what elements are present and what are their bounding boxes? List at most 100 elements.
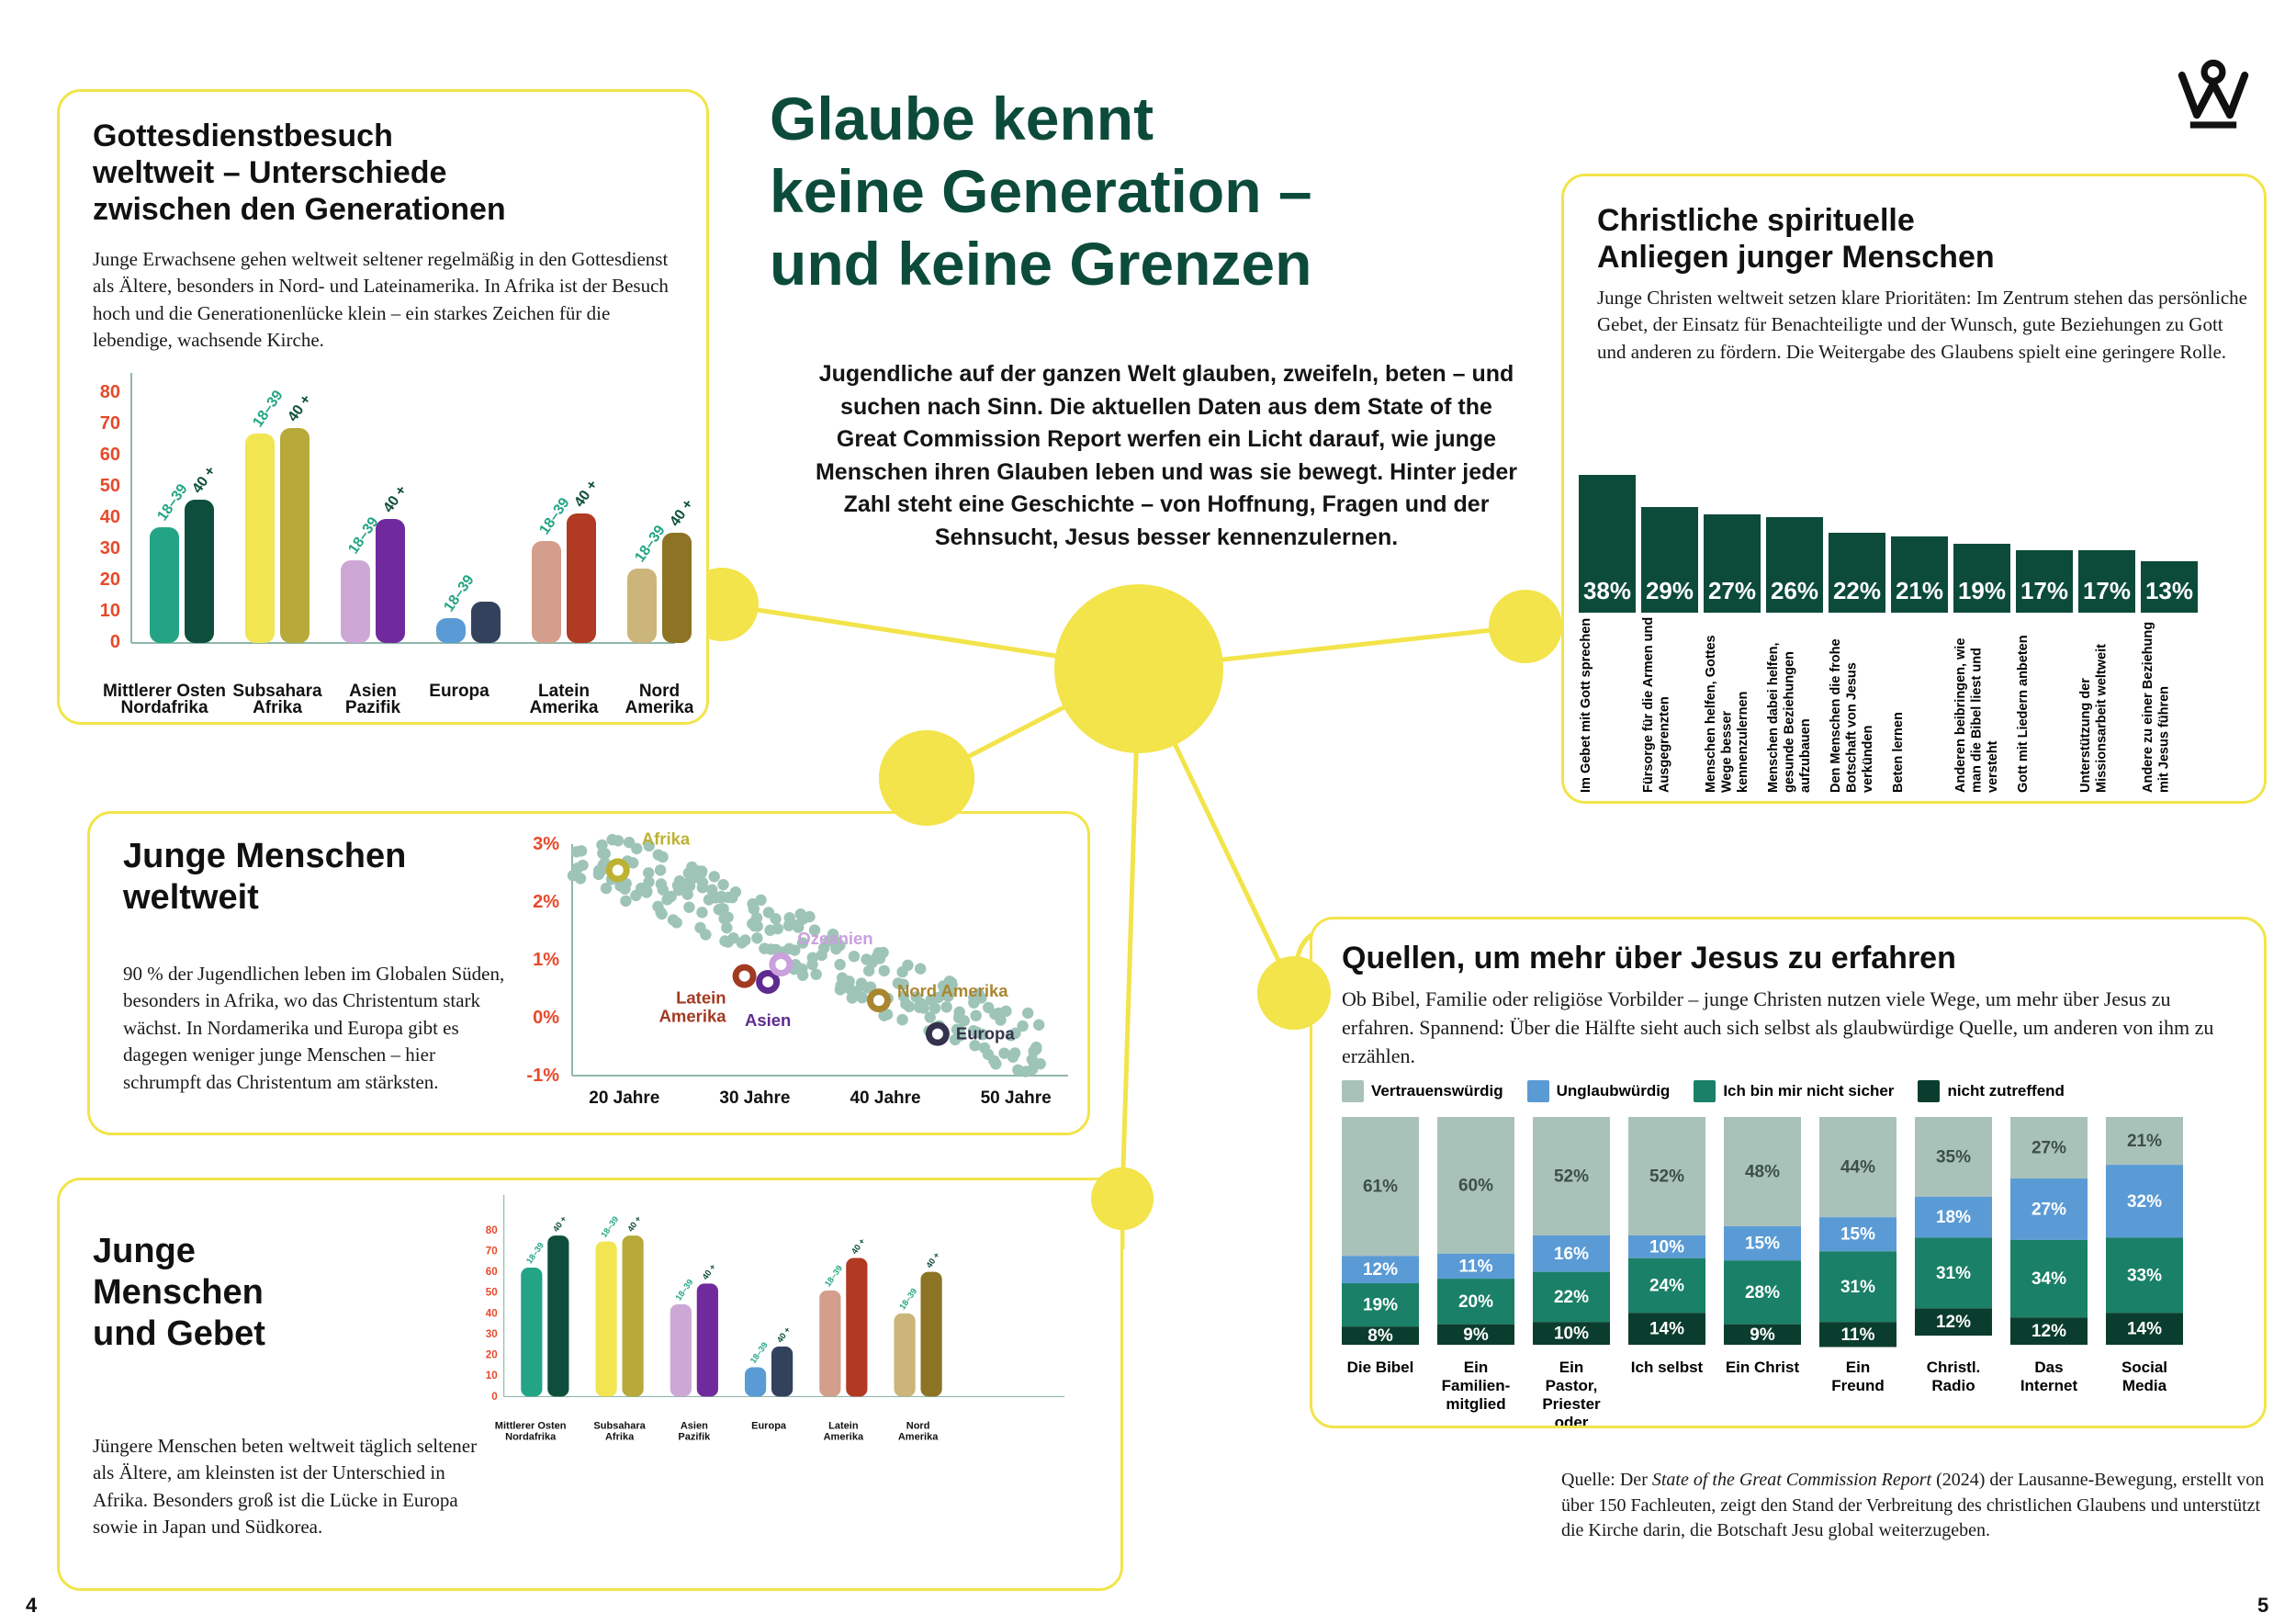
svg-text:21%: 21% bbox=[1896, 577, 1943, 604]
svg-text:34%: 34% bbox=[2032, 1269, 2066, 1289]
svg-text:20 Jahre: 20 Jahre bbox=[589, 1088, 659, 1108]
svg-text:60%: 60% bbox=[1458, 1176, 1493, 1195]
svg-text:40 +: 40 + bbox=[850, 1236, 867, 1256]
svg-text:10%: 10% bbox=[1649, 1237, 1684, 1257]
svg-text:Afrika: Afrika bbox=[605, 1431, 635, 1442]
svg-text:29%: 29% bbox=[1646, 577, 1694, 604]
svg-text:Amerika: Amerika bbox=[824, 1431, 864, 1442]
svg-text:0: 0 bbox=[491, 1391, 497, 1403]
svg-text:Pazifik: Pazifik bbox=[678, 1431, 711, 1442]
svg-text:44%: 44% bbox=[1840, 1158, 1875, 1178]
svg-text:40 +: 40 + bbox=[571, 478, 601, 511]
svg-text:70: 70 bbox=[100, 413, 120, 434]
svg-text:20: 20 bbox=[100, 570, 120, 590]
svg-text:18–39: 18–39 bbox=[250, 388, 287, 430]
svg-text:Latein: Latein bbox=[828, 1421, 859, 1432]
svg-text:0: 0 bbox=[110, 632, 120, 652]
svg-text:-1%: -1% bbox=[526, 1066, 559, 1086]
svg-text:48%: 48% bbox=[1745, 1163, 1780, 1182]
svg-text:3%: 3% bbox=[533, 834, 559, 854]
svg-text:70: 70 bbox=[486, 1245, 498, 1257]
svg-text:40 +: 40 + bbox=[285, 392, 314, 425]
svg-text:10: 10 bbox=[486, 1370, 498, 1382]
svg-text:18–39: 18–39 bbox=[524, 1241, 546, 1266]
svg-text:52%: 52% bbox=[1554, 1167, 1589, 1186]
svg-text:Nordafrika: Nordafrika bbox=[505, 1431, 557, 1442]
svg-text:32%: 32% bbox=[2127, 1192, 2162, 1212]
svg-text:12%: 12% bbox=[2032, 1322, 2066, 1341]
svg-text:18–39: 18–39 bbox=[674, 1278, 695, 1303]
svg-text:15%: 15% bbox=[1840, 1225, 1875, 1245]
svg-text:50: 50 bbox=[486, 1287, 498, 1299]
svg-text:14%: 14% bbox=[1649, 1320, 1684, 1339]
svg-text:14%: 14% bbox=[2127, 1320, 2162, 1339]
svg-text:Asien: Asien bbox=[745, 1010, 791, 1030]
svg-text:80: 80 bbox=[486, 1224, 498, 1236]
svg-text:12%: 12% bbox=[1363, 1260, 1398, 1280]
svg-text:Nord Amerika: Nord Amerika bbox=[897, 981, 1008, 1000]
svg-text:Nord: Nord bbox=[906, 1421, 930, 1432]
svg-text:40: 40 bbox=[100, 507, 120, 527]
svg-text:40 +: 40 + bbox=[551, 1214, 568, 1234]
svg-text:28%: 28% bbox=[1745, 1283, 1780, 1303]
svg-text:61%: 61% bbox=[1363, 1178, 1398, 1197]
svg-text:9%: 9% bbox=[1750, 1325, 1775, 1345]
svg-text:17%: 17% bbox=[2020, 577, 2068, 604]
svg-text:21%: 21% bbox=[2127, 1132, 2162, 1151]
svg-text:60: 60 bbox=[100, 445, 120, 465]
svg-text:20: 20 bbox=[486, 1349, 498, 1361]
svg-text:40 +: 40 + bbox=[667, 497, 693, 530]
svg-text:40 Jahre: 40 Jahre bbox=[850, 1088, 920, 1108]
svg-text:Afrika: Afrika bbox=[253, 698, 302, 717]
svg-text:Ozeanien: Ozeanien bbox=[797, 929, 872, 948]
svg-text:Europa: Europa bbox=[751, 1421, 787, 1432]
svg-text:10%: 10% bbox=[1554, 1325, 1589, 1344]
svg-text:26%: 26% bbox=[1771, 577, 1818, 604]
svg-text:31%: 31% bbox=[1936, 1264, 1971, 1283]
svg-text:40 +: 40 + bbox=[924, 1250, 941, 1269]
svg-text:18–39: 18–39 bbox=[897, 1287, 918, 1312]
svg-text:40 +: 40 + bbox=[380, 483, 410, 516]
svg-text:11%: 11% bbox=[1841, 1325, 1875, 1345]
svg-text:40 +: 40 + bbox=[189, 464, 219, 497]
svg-text:Amerika: Amerika bbox=[898, 1431, 939, 1442]
svg-text:60: 60 bbox=[486, 1266, 498, 1278]
svg-text:22%: 22% bbox=[1554, 1288, 1589, 1307]
svg-text:19%: 19% bbox=[1958, 577, 2006, 604]
svg-text:30 Jahre: 30 Jahre bbox=[719, 1088, 790, 1108]
svg-text:52%: 52% bbox=[1649, 1167, 1684, 1186]
svg-text:30: 30 bbox=[100, 538, 120, 558]
svg-text:15%: 15% bbox=[1745, 1235, 1780, 1254]
svg-text:17%: 17% bbox=[2083, 577, 2131, 604]
svg-text:40: 40 bbox=[486, 1307, 498, 1319]
svg-text:Mittlerer Osten: Mittlerer Osten bbox=[495, 1421, 567, 1432]
svg-text:50 Jahre: 50 Jahre bbox=[981, 1088, 1052, 1108]
svg-text:18%: 18% bbox=[1936, 1208, 1971, 1227]
svg-text:18–39: 18–39 bbox=[823, 1264, 844, 1289]
svg-text:27%: 27% bbox=[2032, 1138, 2066, 1157]
svg-text:33%: 33% bbox=[2127, 1266, 2162, 1285]
svg-text:24%: 24% bbox=[1649, 1277, 1684, 1296]
svg-text:11%: 11% bbox=[1459, 1257, 1493, 1276]
svg-text:Amerika: Amerika bbox=[530, 698, 599, 717]
svg-text:13%: 13% bbox=[2145, 577, 2193, 604]
svg-text:10: 10 bbox=[100, 601, 120, 621]
svg-text:35%: 35% bbox=[1936, 1147, 1971, 1167]
svg-text:Europa: Europa bbox=[956, 1024, 1015, 1043]
svg-text:1%: 1% bbox=[533, 950, 559, 970]
svg-text:80: 80 bbox=[100, 382, 120, 402]
svg-text:Amerika: Amerika bbox=[659, 1007, 727, 1026]
svg-text:38%: 38% bbox=[1583, 577, 1631, 604]
svg-text:Afrika: Afrika bbox=[642, 829, 691, 848]
svg-text:30: 30 bbox=[486, 1328, 498, 1340]
svg-text:19%: 19% bbox=[1363, 1296, 1398, 1315]
svg-text:9%: 9% bbox=[1463, 1325, 1489, 1345]
svg-text:18–39: 18–39 bbox=[748, 1340, 770, 1365]
svg-text:40 +: 40 + bbox=[775, 1325, 793, 1344]
svg-text:Asien: Asien bbox=[681, 1421, 708, 1432]
svg-text:2%: 2% bbox=[533, 892, 559, 912]
svg-text:40 +: 40 + bbox=[701, 1262, 718, 1281]
svg-text:16%: 16% bbox=[1554, 1245, 1589, 1264]
svg-text:50: 50 bbox=[100, 476, 120, 496]
svg-text:40 +: 40 + bbox=[625, 1214, 643, 1234]
